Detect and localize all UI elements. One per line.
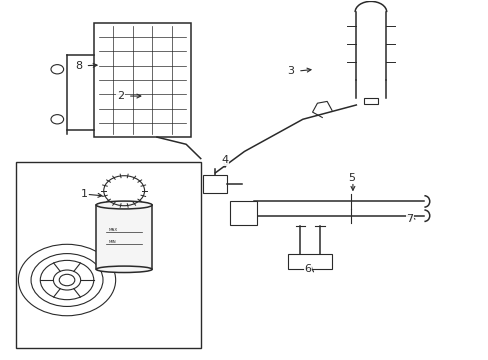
Text: MIN: MIN — [108, 240, 116, 244]
Bar — [16, 162, 201, 348]
Text: 6: 6 — [304, 264, 310, 274]
Ellipse shape — [96, 266, 152, 273]
Text: 3: 3 — [286, 66, 294, 76]
Text: 2: 2 — [117, 91, 124, 101]
Bar — [203, 175, 227, 193]
Bar — [363, 98, 377, 104]
Bar — [94, 23, 191, 137]
Text: 5: 5 — [347, 173, 354, 183]
Text: 8: 8 — [76, 61, 82, 71]
Bar — [287, 254, 331, 269]
Text: 1: 1 — [81, 189, 87, 199]
Text: MAX: MAX — [108, 228, 118, 232]
Text: 7: 7 — [406, 214, 412, 224]
Bar — [229, 202, 256, 225]
Text: 4: 4 — [221, 156, 228, 165]
Ellipse shape — [96, 201, 152, 209]
Bar — [96, 205, 152, 269]
